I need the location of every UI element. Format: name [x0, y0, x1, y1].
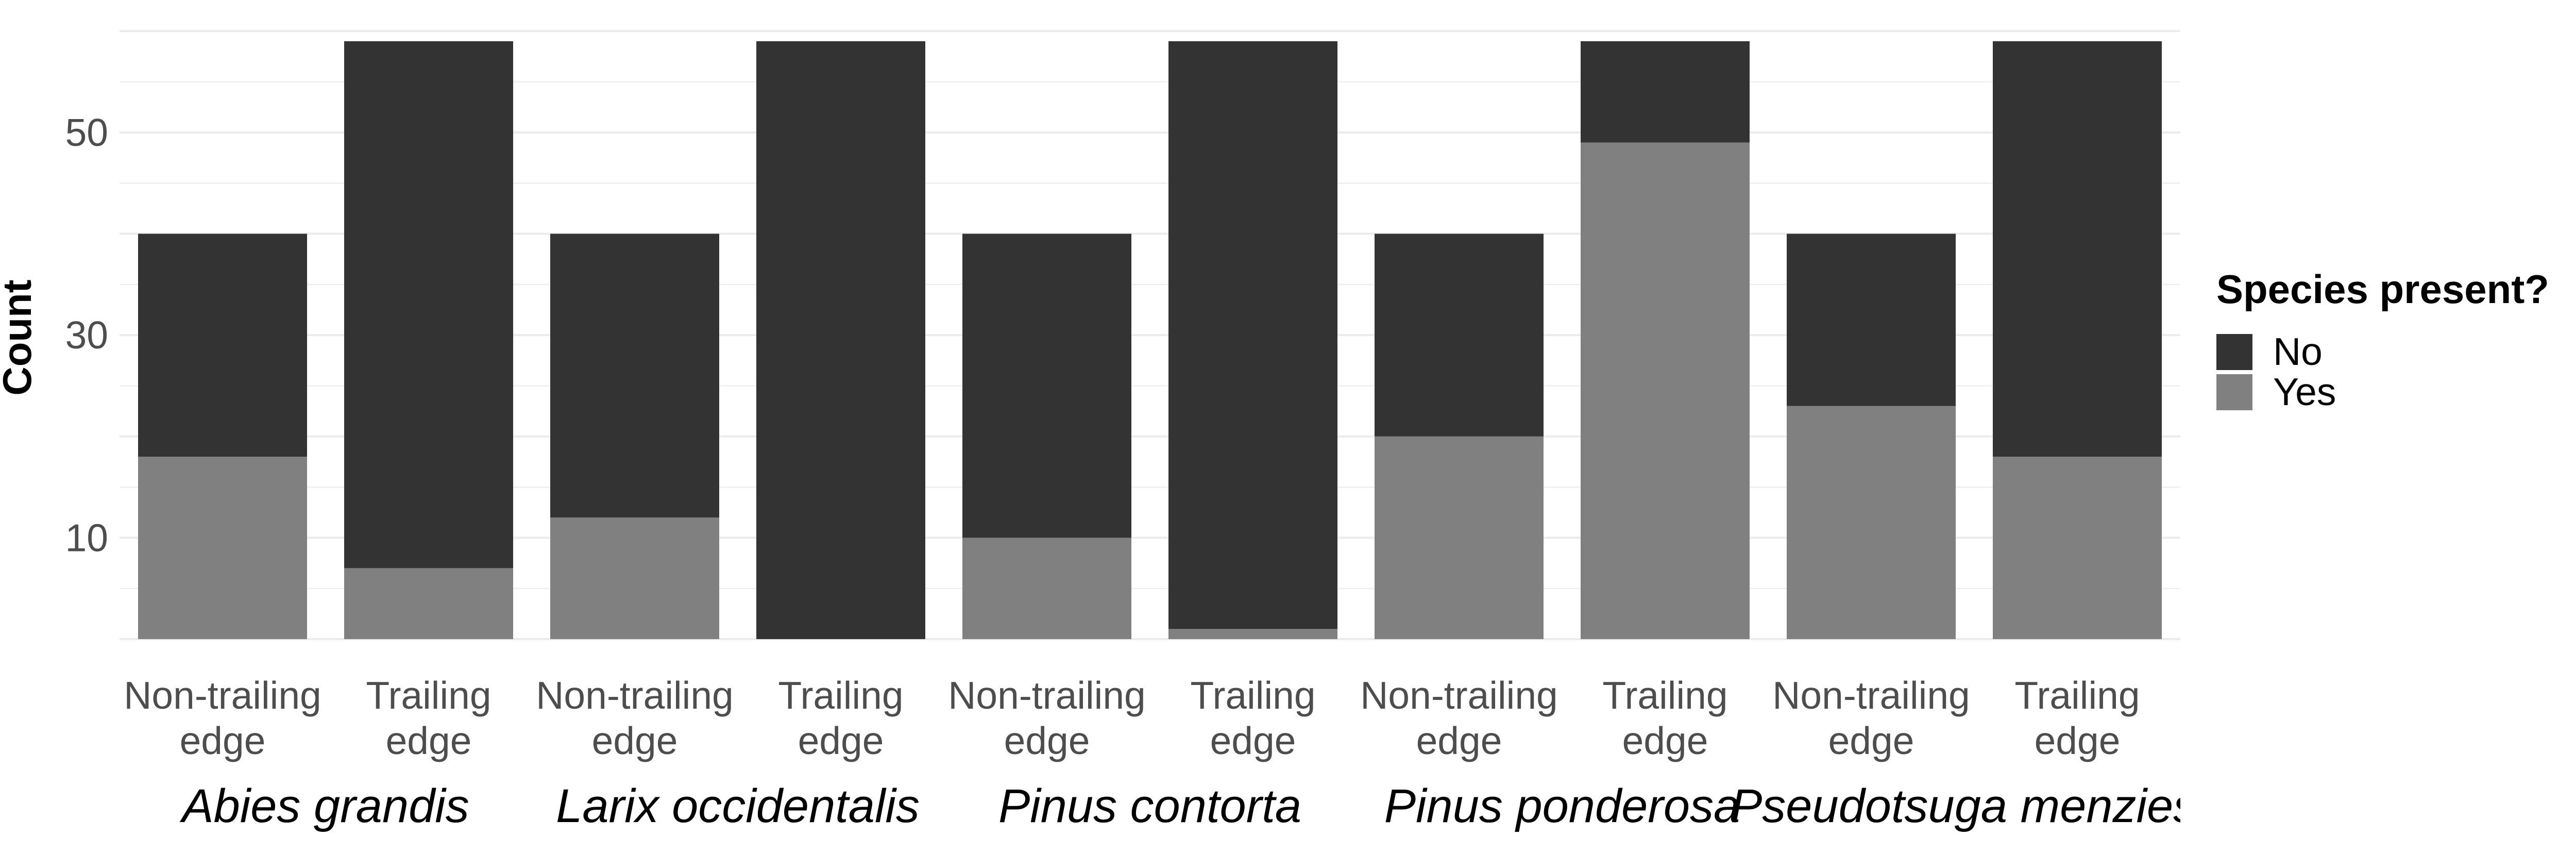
bar-segment-yes	[1993, 457, 2162, 639]
y-tick-label: 10	[65, 516, 108, 559]
group-label: Pinus contorta	[998, 780, 1301, 832]
bar-segment-no	[1787, 233, 1956, 406]
bar-segment-yes	[1787, 406, 1956, 639]
x-tick-label: Non-trailing edge	[536, 674, 734, 762]
y-axis-title: Count	[0, 279, 40, 395]
bar-segment-no	[962, 233, 1131, 538]
x-tick-label: Non-trailing edge	[948, 674, 1146, 762]
x-tick-label: Trailing edge	[1602, 674, 1727, 762]
bar-segment-yes	[1581, 142, 1750, 639]
legend-title: Species present?	[2216, 266, 2549, 312]
x-tick-labels: Non-trailing edge Trailing edge Non-trailing…	[124, 674, 2140, 762]
x-tick-label: Non-trailing edge	[124, 674, 321, 762]
bar-segment-yes	[1168, 629, 1337, 639]
bar-segment-no	[1581, 41, 1750, 143]
group-label: Pinus ponderosa	[1384, 780, 1740, 832]
y-tick-label: 50	[65, 111, 108, 154]
legend-swatch-no	[2216, 334, 2252, 370]
bar-segment-no	[1375, 233, 1544, 437]
bar-segment-no	[138, 233, 307, 457]
x-tick-label: Trailing edge	[366, 674, 491, 762]
bar-segment-yes	[550, 517, 719, 639]
legend-swatch-yes	[2216, 374, 2252, 410]
bar-segment-yes	[344, 568, 513, 639]
x-tick-label: Trailing edge	[1190, 674, 1315, 762]
legend-label-yes: Yes	[2273, 370, 2336, 413]
bar-segment-no	[550, 233, 719, 518]
group-label: Pseudotsuga menziesii	[1731, 780, 2219, 832]
legend-label-no: No	[2273, 330, 2323, 373]
x-tick-label: Non-trailing edge	[1360, 674, 1558, 762]
x-tick-label: Trailing edge	[778, 674, 903, 762]
group-label: Abies grandis	[179, 780, 469, 832]
y-tick-labels: 10 30 50	[65, 111, 108, 559]
bar-segment-no	[1168, 41, 1337, 629]
bar-segment-no	[756, 41, 925, 639]
bar-segment-yes	[138, 457, 307, 639]
x-tick-label: Trailing edge	[2014, 674, 2140, 762]
bar-segment-yes	[1375, 436, 1544, 639]
group-labels: Abies grandis Larix occidentalis Pinus con…	[179, 780, 2219, 832]
y-tick-label: 30	[65, 313, 108, 357]
x-tick-label: Non-trailing edge	[1772, 674, 1970, 762]
bar-segment-no	[344, 41, 513, 568]
bar-segment-no	[1993, 41, 2162, 457]
group-label: Larix occidentalis	[556, 780, 920, 832]
bar-segment-yes	[962, 538, 1131, 639]
bars	[138, 41, 2162, 639]
